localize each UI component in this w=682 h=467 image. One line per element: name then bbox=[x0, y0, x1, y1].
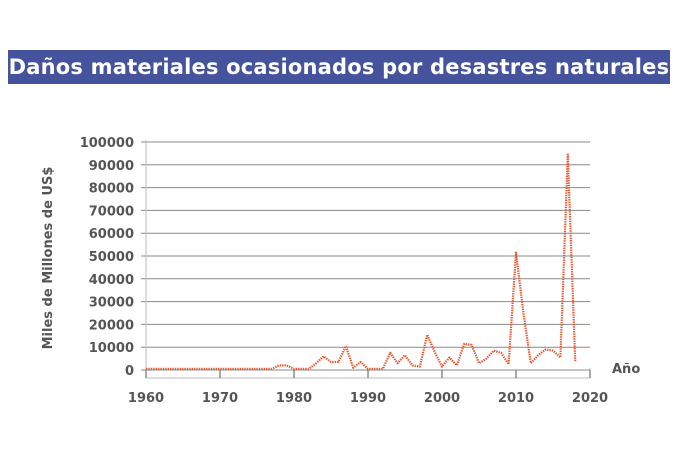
x-tick-label: 2020 bbox=[572, 391, 608, 406]
x-axis-ticks: 1960 1970 1980 1990 2000 2010 2020 bbox=[128, 370, 608, 406]
chart-title: Daños materiales ocasionados por desastr… bbox=[8, 55, 670, 79]
axes bbox=[145, 140, 591, 379]
data-series bbox=[145, 153, 577, 370]
y-tick-label: 90000 bbox=[89, 159, 134, 174]
y-tick-label: 0 bbox=[125, 364, 134, 379]
y-tick-label: 70000 bbox=[89, 204, 134, 219]
y-tick-label: 20000 bbox=[89, 318, 134, 333]
y-tick-label: 10000 bbox=[89, 341, 134, 356]
y-axis-label: Miles de Millones de US$ bbox=[41, 167, 56, 350]
x-tick-label: 1990 bbox=[350, 391, 386, 406]
x-tick-label: 2000 bbox=[424, 391, 460, 406]
chart-title-bar: Daños materiales ocasionados por desastr… bbox=[8, 50, 670, 84]
gridlines bbox=[141, 141, 590, 371]
y-axis-ticks: 0 10000 20000 30000 40000 50000 60000 70000 8000… bbox=[80, 136, 134, 379]
y-tick-label: 80000 bbox=[89, 182, 134, 197]
y-tick-label: 30000 bbox=[89, 296, 134, 311]
y-tick-label: 100000 bbox=[80, 136, 134, 151]
x-tick-label: 1980 bbox=[276, 391, 312, 406]
x-tick-label: 1970 bbox=[202, 391, 238, 406]
x-axis-label: Año bbox=[612, 362, 640, 377]
y-tick-label: 40000 bbox=[89, 273, 134, 288]
x-tick-label: 1960 bbox=[128, 391, 164, 406]
y-tick-label: 50000 bbox=[89, 250, 134, 265]
y-tick-label: 60000 bbox=[89, 227, 134, 242]
x-tick-label: 2010 bbox=[498, 391, 534, 406]
series-line-0 bbox=[146, 153, 577, 370]
